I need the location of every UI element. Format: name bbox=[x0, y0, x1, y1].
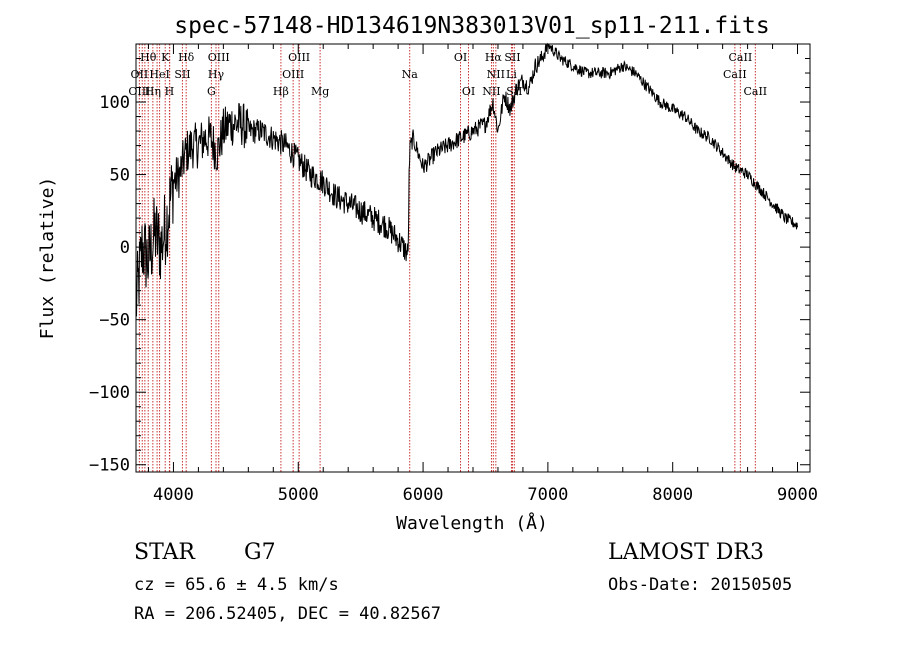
spectral-line-markers bbox=[138, 44, 756, 472]
spectral-line-label: H bbox=[165, 85, 175, 98]
x-tick-label: 9000 bbox=[777, 485, 818, 505]
spectral-line-label: NII bbox=[487, 68, 505, 81]
chart-title: spec-57148-HD134619N383013V01_sp11-211.f… bbox=[174, 13, 769, 39]
spectral-line-label: Hδ bbox=[178, 51, 195, 64]
spectral-line-label: CaII bbox=[743, 85, 767, 98]
spectral-line-label: SII bbox=[174, 68, 190, 81]
x-tick-label: 6000 bbox=[403, 485, 444, 505]
spectral-line-label: Na bbox=[402, 68, 419, 81]
spectral-line-label: OIII bbox=[282, 68, 304, 81]
object-class: STAR bbox=[134, 540, 195, 565]
x-tick-label: 4000 bbox=[153, 485, 194, 505]
spectral-line-label: OI bbox=[462, 85, 475, 98]
spectral-line-label: Hβ bbox=[273, 85, 289, 98]
spectral-line-label: OIII bbox=[208, 51, 230, 64]
spectral-line-label: SII bbox=[504, 51, 520, 64]
x-tick-label: 7000 bbox=[527, 485, 568, 505]
spectral-line-label: Hη bbox=[145, 85, 161, 98]
x-tick-label: 8000 bbox=[652, 485, 693, 505]
spectral-line-label: OIII bbox=[288, 51, 310, 64]
redshift-text: cz = 65.6 ± 4.5 km/s bbox=[134, 575, 339, 595]
spectral-line-label: G bbox=[207, 85, 216, 98]
spectral-line-label: CaII bbox=[729, 51, 753, 64]
spectral-line-label: NII bbox=[482, 85, 500, 98]
spectrum-line bbox=[135, 42, 798, 317]
spectral-line-label: OII bbox=[131, 68, 149, 81]
y-tick-label: −100 bbox=[89, 383, 130, 403]
y-tick-label: 50 bbox=[110, 166, 130, 186]
x-axis: 4000 5000 6000 7000 8000 9000 bbox=[147, 44, 818, 505]
y-tick-label: 0 bbox=[120, 238, 130, 258]
spectral-line-label: K bbox=[161, 51, 170, 64]
survey-name: LAMOST DR3 bbox=[608, 540, 764, 565]
spectral-line-label: Hγ bbox=[208, 68, 225, 81]
spectral-line-label: Mg bbox=[311, 85, 329, 98]
y-axis-label: Flux (relative) bbox=[37, 177, 58, 340]
y-tick-label: −150 bbox=[89, 456, 130, 476]
spectral-line-label: OIII bbox=[128, 85, 150, 98]
spectral-line-label: OI bbox=[454, 51, 467, 64]
obs-date: Obs-Date: 20150505 bbox=[608, 575, 793, 595]
spectral-line-label: Hα bbox=[485, 51, 503, 64]
y-tick-label: −50 bbox=[99, 311, 130, 331]
y-tick-label: 100 bbox=[99, 93, 130, 113]
x-axis-label: Wavelength (Å) bbox=[396, 512, 548, 534]
plot-frame bbox=[135, 43, 811, 473]
coordinates: RA = 206.52405, DEC = 40.82567 bbox=[134, 604, 442, 624]
spectral-line-label: CaII bbox=[723, 68, 747, 81]
object-subclass: G7 bbox=[244, 540, 276, 565]
x-tick-label: 5000 bbox=[278, 485, 319, 505]
y-axis: −150 −100 −50 0 50 100 bbox=[89, 58, 810, 476]
spectral-line-label: Hθ bbox=[140, 51, 157, 64]
spectral-line-label: HeI bbox=[149, 68, 169, 81]
spectral-line-label: Li bbox=[506, 68, 517, 81]
